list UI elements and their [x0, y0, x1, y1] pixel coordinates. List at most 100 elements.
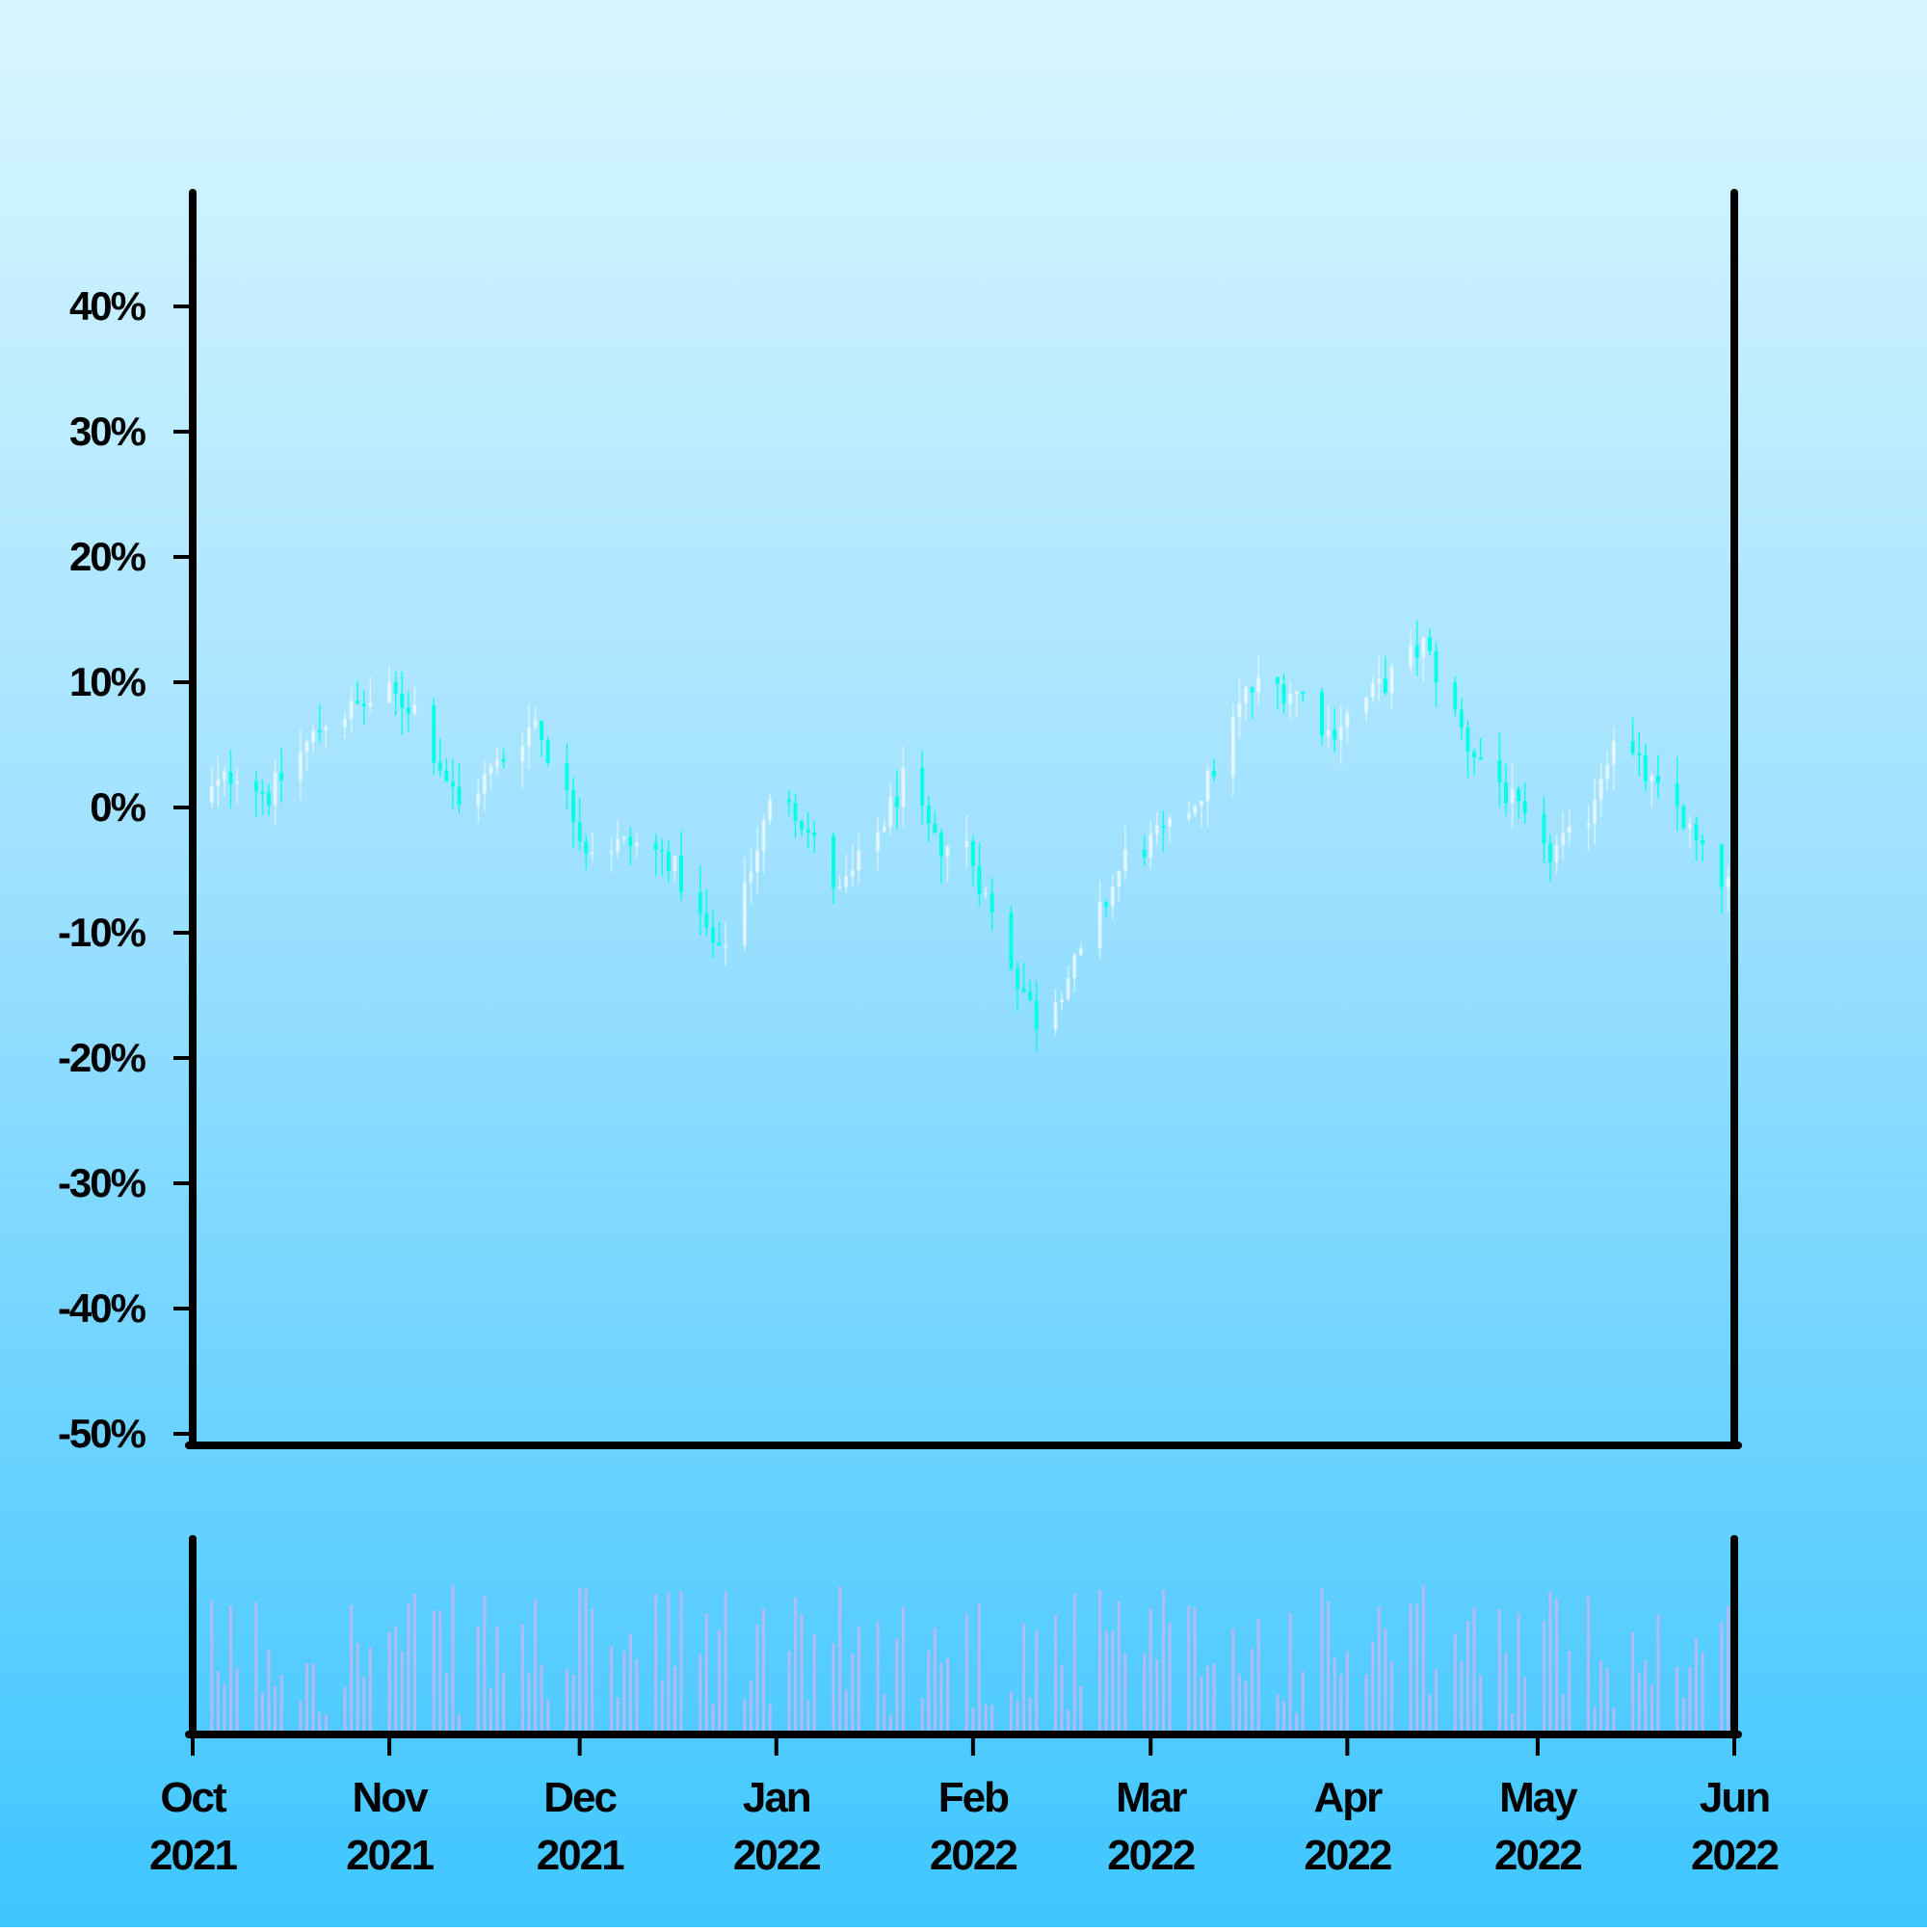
candle-body [1542, 813, 1546, 844]
y-tick-label: -30% [58, 1160, 146, 1205]
y-tick-label: -20% [58, 1035, 146, 1080]
candle-body [1459, 709, 1464, 728]
candle-body [1104, 902, 1109, 907]
volume-bar [832, 1643, 835, 1734]
candle-body [1611, 741, 1616, 765]
volume-bar [990, 1705, 994, 1734]
candle-body [1472, 752, 1477, 758]
volume-bar [1200, 1676, 1203, 1734]
candle-body [1567, 826, 1571, 834]
candle-body [1453, 682, 1458, 710]
volume-bar [451, 1585, 455, 1734]
volume-bar [1555, 1599, 1559, 1734]
candle-body [920, 768, 925, 806]
candle-body [1205, 770, 1210, 802]
candle-body [356, 701, 360, 704]
candle-body [717, 941, 722, 946]
candle-body [1326, 729, 1331, 736]
candle-body [1288, 694, 1293, 703]
x-tick-label-month: Mar [1116, 1774, 1187, 1821]
candle-body [1244, 687, 1249, 703]
candle-body [1320, 691, 1325, 736]
candle-body [1275, 676, 1280, 684]
candle-body [793, 802, 798, 821]
volume-bar [1035, 1629, 1039, 1734]
volume-bar [679, 1591, 683, 1734]
candle-body [1161, 825, 1166, 828]
x-tick-label-year: 2021 [149, 1832, 237, 1879]
candle-body [1655, 776, 1660, 783]
volume-bar [432, 1610, 436, 1734]
candle-body [545, 740, 550, 764]
volume-bar [394, 1626, 398, 1734]
volume-bar [387, 1631, 391, 1734]
volume-bar [933, 1628, 937, 1734]
volume-bar [1720, 1622, 1724, 1734]
volume-bar [1637, 1673, 1641, 1734]
candle-body [488, 766, 493, 774]
candle-body [1009, 912, 1014, 969]
volume-bar [458, 1714, 462, 1734]
volume-bar [1453, 1633, 1457, 1734]
candle-body [628, 836, 633, 847]
candle-body [501, 758, 506, 762]
x-tick-label-year: 2022 [1494, 1832, 1581, 1879]
candle-body [945, 846, 950, 857]
candle-body [1338, 727, 1343, 740]
candle-body [894, 796, 899, 807]
volume-bar [699, 1654, 702, 1734]
volume-bar [1123, 1653, 1127, 1734]
volume-bar [920, 1697, 924, 1734]
volume-bar [324, 1714, 328, 1734]
volume-bar [362, 1677, 366, 1734]
volume-bar [1295, 1712, 1299, 1734]
volume-bar [1587, 1596, 1591, 1734]
candle-body [1345, 712, 1350, 728]
x-tick-label-month: Nov [353, 1774, 430, 1821]
volume-bar [1517, 1613, 1520, 1734]
volume-bar [768, 1704, 772, 1734]
candle-body [1650, 776, 1654, 782]
y-tick-label: 10% [69, 659, 146, 704]
candle-body [273, 772, 277, 806]
candle-body [1586, 823, 1591, 827]
x-tick-label-year: 2022 [1691, 1832, 1778, 1879]
candle-body [450, 781, 455, 787]
volume-bar [1364, 1674, 1368, 1734]
candle-body [1465, 728, 1470, 753]
volume-bar [724, 1591, 727, 1734]
volume-bar [616, 1697, 620, 1734]
candle-body [1701, 840, 1705, 845]
volume-bar [628, 1633, 632, 1734]
candle-body [1383, 678, 1387, 693]
volume-bar [534, 1600, 538, 1734]
candle-body [279, 772, 284, 781]
volume-bar [718, 1629, 722, 1734]
volume-bar [1688, 1667, 1692, 1734]
candle-body [412, 704, 417, 714]
volume-bar [743, 1699, 747, 1734]
volume-bar [260, 1692, 264, 1734]
candle-body [368, 702, 373, 707]
volume-bar [787, 1651, 791, 1734]
volume-bar [1256, 1618, 1260, 1734]
candle-body [805, 829, 810, 834]
candle-body [476, 793, 481, 806]
candle-body [1643, 754, 1648, 782]
y-tick-label: 20% [69, 534, 146, 579]
candle-body [1212, 770, 1217, 777]
candle-body [228, 771, 233, 784]
candle-body [678, 856, 683, 893]
x-tick-label-year: 2021 [346, 1832, 434, 1879]
volume-bar [520, 1624, 524, 1734]
x-tick-label-month: Feb [938, 1774, 1009, 1821]
candle-body [253, 781, 258, 792]
candle-body [1434, 650, 1439, 683]
volume-bar [1161, 1589, 1165, 1734]
candle-body [704, 913, 709, 928]
volume-bar [1212, 1663, 1216, 1734]
candle-body [857, 851, 861, 870]
volume-bar [1409, 1602, 1412, 1734]
candle-body [361, 703, 366, 707]
volume-bar [806, 1700, 810, 1734]
